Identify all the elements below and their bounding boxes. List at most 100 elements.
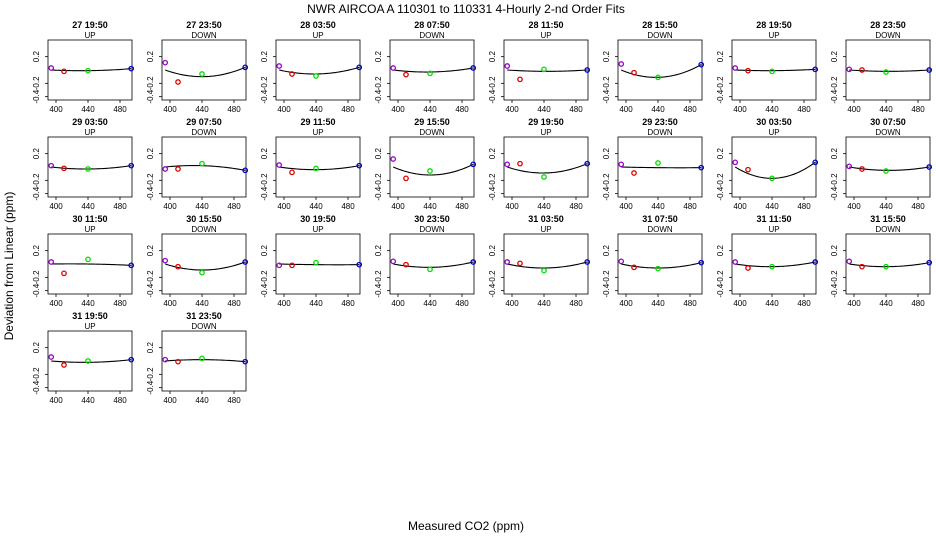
x-tick-label: 440 xyxy=(879,299,893,308)
fit-curve xyxy=(279,165,360,171)
plot-frame xyxy=(617,39,703,101)
panel-direction: UP xyxy=(312,31,323,40)
panel-direction: DOWN xyxy=(647,225,673,234)
y-tick-label: -0.2 xyxy=(32,270,41,284)
fit-curve xyxy=(849,166,930,171)
plot-frame xyxy=(845,136,931,198)
panel-direction: DOWN xyxy=(191,225,217,234)
y-tick-label: 0.2 xyxy=(146,148,155,160)
y-tick-label: -0.4 xyxy=(260,283,269,297)
x-tick-label: 480 xyxy=(911,299,925,308)
data-point-2 xyxy=(61,68,67,75)
x-tick-label: 440 xyxy=(195,202,209,211)
fit-curve xyxy=(165,261,246,271)
x-tick-label: 400 xyxy=(49,202,63,211)
data-point-2 xyxy=(289,169,295,176)
data-point-4 xyxy=(926,67,933,73)
data-point-4 xyxy=(470,65,477,71)
fit-curve xyxy=(734,161,816,179)
data-point-3 xyxy=(655,160,661,166)
x-tick-label: 480 xyxy=(227,202,241,211)
plot-frame xyxy=(275,233,361,295)
data-point-1 xyxy=(732,159,739,166)
panel-title: 31 03:50 xyxy=(528,214,564,224)
x-tick-label: 480 xyxy=(683,202,697,211)
x-tick-label: 400 xyxy=(277,105,291,114)
data-point-2 xyxy=(175,79,181,85)
data-point-2 xyxy=(631,264,637,271)
data-point-4 xyxy=(470,161,477,168)
x-tick-label: 400 xyxy=(505,105,519,114)
data-point-1 xyxy=(162,59,169,66)
data-point-3 xyxy=(541,174,547,180)
x-tick-label: 440 xyxy=(195,105,209,114)
data-point-4 xyxy=(584,67,591,73)
fit-curve xyxy=(393,67,474,73)
panel-direction: UP xyxy=(312,128,323,137)
x-tick-label: 480 xyxy=(683,105,697,114)
data-point-4 xyxy=(470,259,477,265)
y-tick-label: -0.4 xyxy=(32,89,41,103)
data-point-1 xyxy=(732,65,739,71)
y-tick-label: -0.2 xyxy=(146,270,155,284)
y-tick-label: 0.2 xyxy=(716,148,725,160)
x-tick-label: 440 xyxy=(309,202,323,211)
data-point-1 xyxy=(48,162,55,169)
data-point-4 xyxy=(698,259,705,266)
y-tick-label: -0.4 xyxy=(602,89,611,103)
panel-direction: UP xyxy=(312,225,323,234)
plot-frame xyxy=(503,39,589,101)
data-point-2 xyxy=(175,358,181,365)
panel-title: 29 11:50 xyxy=(300,117,335,127)
x-tick-label: 440 xyxy=(765,299,779,308)
y-tick-label: -0.4 xyxy=(260,89,269,103)
x-tick-label: 480 xyxy=(227,396,241,405)
y-tick-label: -0.2 xyxy=(716,76,725,90)
y-tick-label: -0.4 xyxy=(830,89,839,103)
y-tick-label: 0.2 xyxy=(32,342,41,354)
y-tick-label: -0.4 xyxy=(602,186,611,200)
data-point-4 xyxy=(926,259,933,266)
data-point-2 xyxy=(175,166,181,172)
fit-curve xyxy=(621,262,702,269)
x-tick-label: 400 xyxy=(49,105,63,114)
y-tick-label: 0.2 xyxy=(830,148,839,160)
panel-direction: UP xyxy=(540,225,551,234)
panel-title: 29 23:50 xyxy=(642,117,678,127)
y-tick-label: -0.2 xyxy=(716,270,725,284)
data-point-2 xyxy=(517,260,523,267)
plot-frame xyxy=(731,39,817,101)
data-point-1 xyxy=(48,65,55,71)
panel-direction: UP xyxy=(540,31,551,40)
fit-curve xyxy=(279,263,360,266)
plot-frame xyxy=(731,136,817,198)
panel-direction: DOWN xyxy=(875,225,901,234)
data-point-1 xyxy=(504,63,511,69)
fit-curve xyxy=(279,66,360,75)
y-tick-label: -0.4 xyxy=(830,283,839,297)
x-tick-label: 480 xyxy=(569,202,583,211)
x-tick-label: 400 xyxy=(505,299,519,308)
x-tick-label: 440 xyxy=(81,299,95,308)
data-point-2 xyxy=(61,362,67,368)
x-tick-label: 480 xyxy=(911,202,925,211)
panel-title: 28 19:50 xyxy=(756,20,792,30)
x-tick-label: 400 xyxy=(847,299,861,308)
data-point-4 xyxy=(584,160,591,167)
data-point-2 xyxy=(289,262,295,269)
data-point-3 xyxy=(655,74,661,81)
y-tick-label: -0.4 xyxy=(716,89,725,103)
plot-frame xyxy=(161,233,247,295)
panel-title: 31 07:50 xyxy=(642,214,678,224)
fit-curve xyxy=(51,165,132,170)
fit-curve xyxy=(621,166,702,169)
data-point-2 xyxy=(631,69,637,76)
